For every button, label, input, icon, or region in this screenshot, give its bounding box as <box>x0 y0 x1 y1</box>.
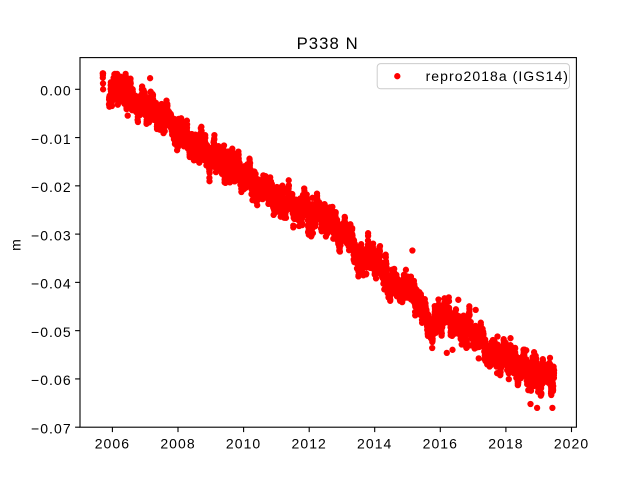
svg-text:2010: 2010 <box>226 436 261 452</box>
svg-text:2018: 2018 <box>488 436 523 452</box>
svg-text:2016: 2016 <box>423 436 458 452</box>
svg-text:−0.05: −0.05 <box>31 324 72 340</box>
svg-text:−0.06: −0.06 <box>31 372 72 388</box>
svg-text:−0.01: −0.01 <box>31 131 72 147</box>
svg-text:2006: 2006 <box>95 436 130 452</box>
svg-text:P338 N: P338 N <box>297 34 359 53</box>
svg-text:2008: 2008 <box>160 436 195 452</box>
svg-text:−0.02: −0.02 <box>31 179 72 195</box>
svg-text:−0.07: −0.07 <box>31 420 72 436</box>
svg-text:2012: 2012 <box>292 436 327 452</box>
svg-text:−0.03: −0.03 <box>31 227 72 243</box>
svg-text:2014: 2014 <box>357 436 392 452</box>
svg-text:2020: 2020 <box>554 436 589 452</box>
svg-text:−0.04: −0.04 <box>31 276 72 292</box>
svg-text:0.00: 0.00 <box>40 83 71 99</box>
svg-text:m: m <box>7 239 23 251</box>
svg-text:repro2018a (IGS14): repro2018a (IGS14) <box>426 68 569 84</box>
